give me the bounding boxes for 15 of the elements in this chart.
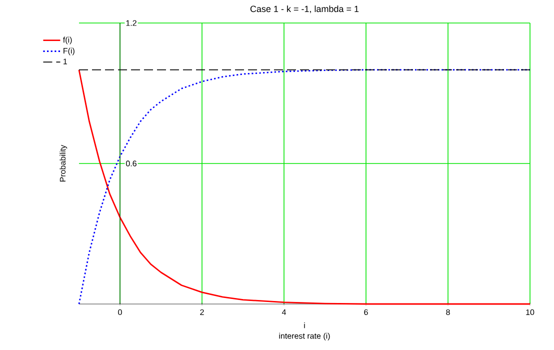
text: i [304, 322, 305, 328]
x-tick-label: 10 [526, 309, 534, 316]
y-tick-label: 1.2 [126, 20, 136, 26]
x-tick-label: 8 [446, 309, 450, 316]
y-tick-label: 0.6 [126, 160, 136, 166]
x-axis-title: interest rate (i) [279, 332, 330, 340]
legend-label: F(i) [64, 48, 74, 56]
chart-title: Case 1 - k = -1, lambda = 1 [250, 5, 359, 14]
y-axis-title: Probability [60, 144, 68, 182]
x-tick-label: 4 [282, 309, 286, 315]
x-tick-label: 2 [200, 309, 204, 315]
legend-label: 1 [64, 58, 67, 64]
legend-label: f(i) [63, 36, 72, 44]
x-tick-label: 6 [364, 309, 368, 316]
x-tick-label: 0 [118, 309, 122, 316]
